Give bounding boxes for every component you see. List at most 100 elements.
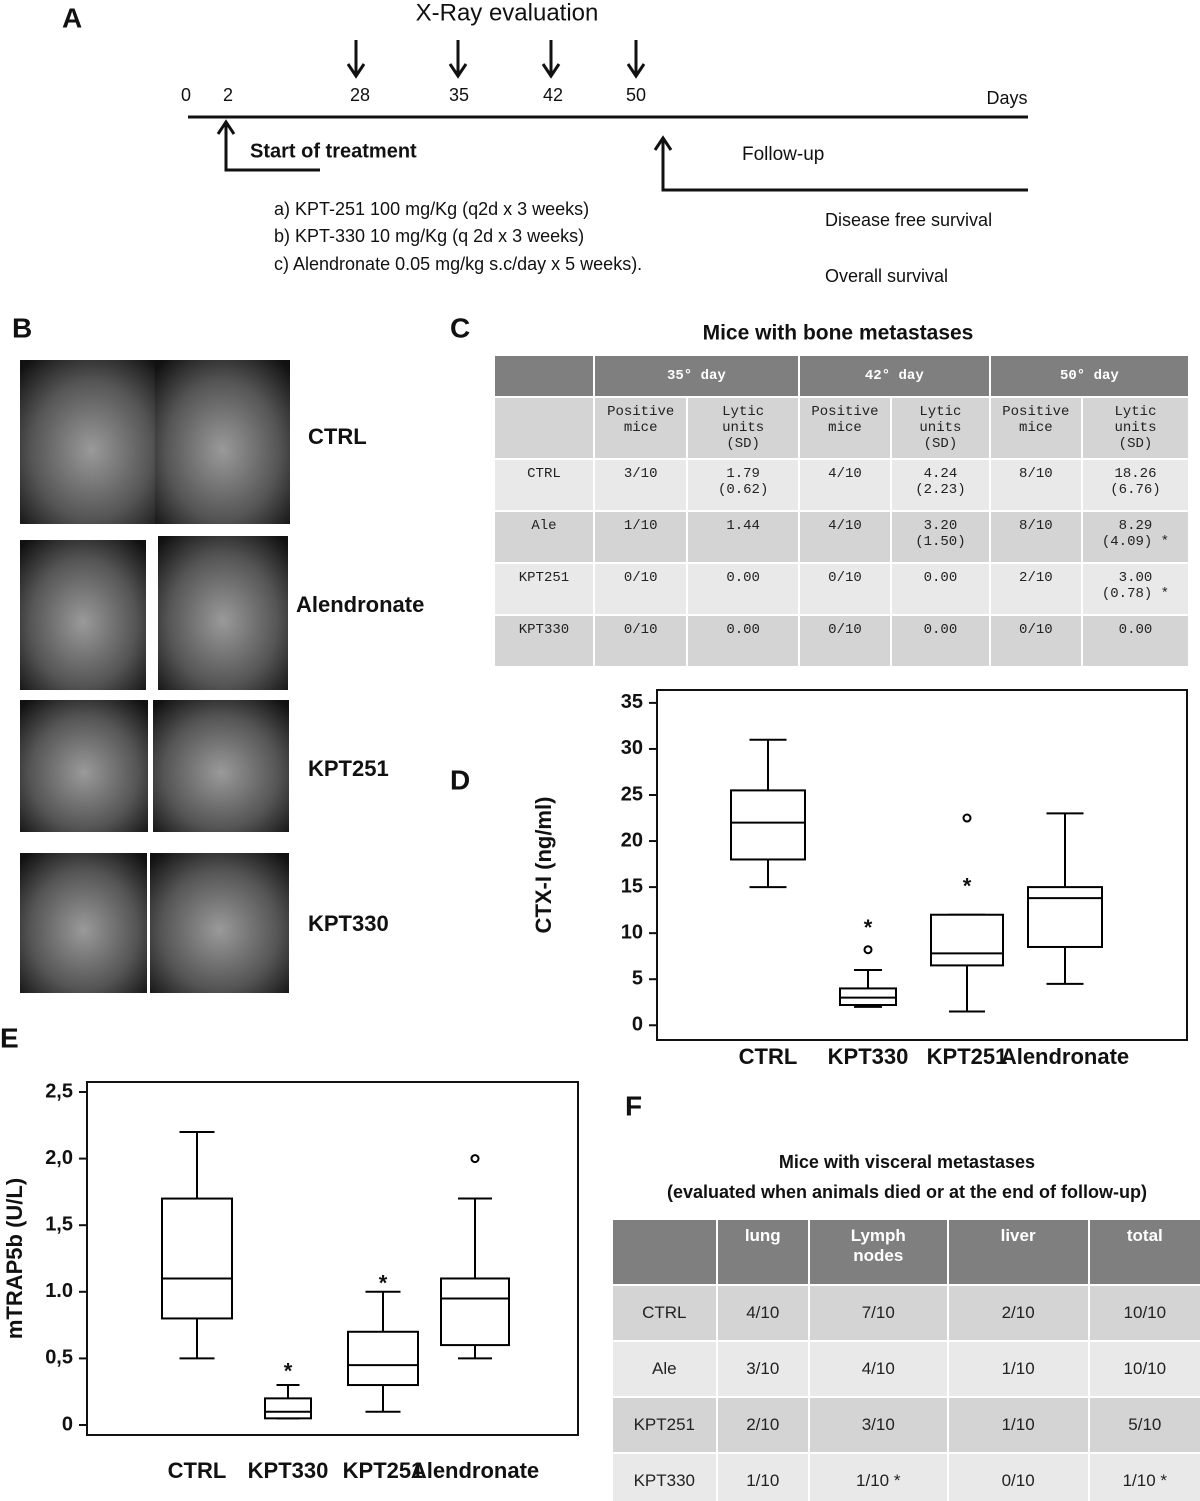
plot-frame: [86, 1081, 579, 1436]
outlier: [962, 813, 972, 823]
days-label: Days: [986, 88, 1027, 108]
box: [347, 1330, 419, 1387]
box: [1027, 886, 1103, 948]
day-label: 0: [181, 85, 191, 105]
table-cell: 0.00: [688, 616, 798, 666]
table-cell: Ale: [495, 512, 593, 562]
cell-text: 8/10: [1019, 518, 1053, 534]
header-cell: total: [1089, 1220, 1200, 1284]
y-tick-label: 30: [621, 737, 643, 759]
subheader-text: Positive mice: [607, 404, 675, 436]
xray-image: [20, 540, 146, 690]
extreme: *: [963, 873, 972, 898]
subheader-cell: Lytic units (SD): [1082, 398, 1188, 458]
table-row: KPT251 0/10 0.00 0/10 0.00 2/10 3.00 (0.78) *: [495, 564, 1188, 614]
table-cell: 0/10: [799, 616, 891, 666]
cell-text: 2/10: [1019, 570, 1053, 586]
table-cell: 1/10 *: [809, 1454, 947, 1501]
extreme: *: [864, 915, 873, 940]
panel-label: A: [62, 2, 82, 33]
table-cell: 4/10: [717, 1286, 808, 1340]
header-row: lung Lymph nodes liver total: [613, 1220, 1200, 1284]
box: [730, 789, 806, 861]
treatment: a) KPT-251 100 mg/Kg (q2d x 3 weeks): [274, 199, 589, 219]
xray-image: [153, 700, 289, 832]
table-cell: 3.20 (1.50): [892, 512, 989, 562]
cell-text: 4.24 (2.23): [915, 466, 966, 498]
subheader-text: Lytic units (SD): [919, 404, 962, 452]
header-cell: Lymph nodes: [809, 1220, 947, 1284]
panel-label: C: [450, 312, 470, 343]
x-tick-label: KPT330: [828, 1044, 909, 1069]
cell-text: 3.20 (1.50): [915, 518, 966, 550]
cell-text: 0/10: [623, 570, 658, 586]
cell-text: 0/10: [1019, 622, 1053, 638]
header-cell: [613, 1220, 716, 1284]
header-cell: 50° day: [990, 356, 1188, 396]
table-cell: 1/10: [948, 1398, 1088, 1452]
cell-text: 4/10: [828, 466, 862, 482]
xray-image: [20, 700, 148, 832]
group-label: KPT251: [308, 756, 389, 781]
subheader-text: Lytic units (SD): [722, 404, 765, 452]
extreme: *: [379, 1271, 388, 1296]
table-cell: 8/10: [990, 460, 1081, 510]
xray-image: [158, 536, 288, 690]
header-cell: liver: [948, 1220, 1088, 1284]
table-cell: 0/10: [948, 1454, 1088, 1501]
y-tick-label: 10: [621, 921, 643, 943]
subheader-text: Lytic units (SD): [1114, 404, 1157, 452]
xray-image: [20, 853, 147, 993]
table-row: KPT330 0/10 0.00 0/10 0.00 0/10 0.00: [495, 616, 1188, 666]
table-row: CTRL 3/10 1.79 (0.62) 4/10 4.24 (2.23) 8/10 18…: [495, 460, 1188, 510]
table-row: Ale 3/10 4/10 1/10 10/10: [613, 1342, 1200, 1396]
subheader-cell: [495, 398, 593, 458]
table-cell: Ale: [613, 1342, 716, 1396]
visceral-metastases-table: lung Lymph nodes liver total CTRL 4/10 7/10 2/1…: [611, 1218, 1200, 1501]
y-tick-label: 15: [621, 875, 643, 897]
cell-text: 3/10: [623, 466, 658, 482]
table-row: KPT330 1/10 1/10 * 0/10 1/10 *: [613, 1454, 1200, 1501]
day-label: 50: [626, 85, 646, 105]
timeline-drawing: [188, 40, 1028, 192]
day-label: 35: [449, 85, 469, 105]
header-cell: 42° day: [799, 356, 989, 396]
panel-label: E: [0, 1022, 19, 1053]
header-row: 35° day 42° day 50° day: [495, 356, 1188, 396]
table-cell: 0.00: [1082, 616, 1188, 666]
table-cell: 18.26 (6.76): [1082, 460, 1188, 510]
table-cell: 4.24 (2.23): [892, 460, 989, 510]
table-cell: CTRL: [495, 460, 593, 510]
x-tick-label: KPT330: [248, 1458, 329, 1483]
y-axis-label: CTX-I (ng/ml): [531, 797, 556, 934]
cell-text: 1.79 (0.62): [717, 466, 769, 498]
y-tick-label: 1.0: [45, 1280, 73, 1302]
table-cell: 3/10: [809, 1398, 947, 1452]
extreme: *: [284, 1359, 293, 1384]
table-row: KPT251 2/10 3/10 1/10 5/10: [613, 1398, 1200, 1452]
start-label: Start of treatment: [250, 140, 417, 162]
day-label: 42: [543, 85, 563, 105]
cell-text: KPT251: [518, 570, 570, 586]
x-tick-label: Alendronate: [1001, 1044, 1129, 1069]
table-cell: 0/10: [799, 564, 891, 614]
box: [264, 1397, 312, 1420]
cell-text: 8.29 (4.09) *: [1101, 518, 1170, 550]
cell-text: 3.00 (0.78) *: [1101, 570, 1170, 602]
table-cell: 1.79 (0.62): [688, 460, 798, 510]
outlier: [470, 1154, 480, 1164]
subheader-cell: Positive mice: [990, 398, 1081, 458]
header-text: liver: [1000, 1226, 1036, 1245]
x-tick-label: CTRL: [739, 1044, 798, 1069]
panel-label: D: [450, 764, 470, 795]
bone-metastases-table: 35° day 42° day 50° day Positive mice Lytic …: [493, 354, 1190, 668]
cell-text: 0/10: [828, 622, 862, 638]
y-tick-label: 5: [632, 967, 643, 989]
header-text: total: [1126, 1226, 1163, 1245]
plot-frame: [656, 689, 1188, 1041]
cell-text: KPT330: [518, 622, 570, 638]
table-cell: 1/10: [594, 512, 687, 562]
cell-text: 0.00: [923, 570, 958, 586]
cell-text: 0/10: [828, 570, 862, 586]
